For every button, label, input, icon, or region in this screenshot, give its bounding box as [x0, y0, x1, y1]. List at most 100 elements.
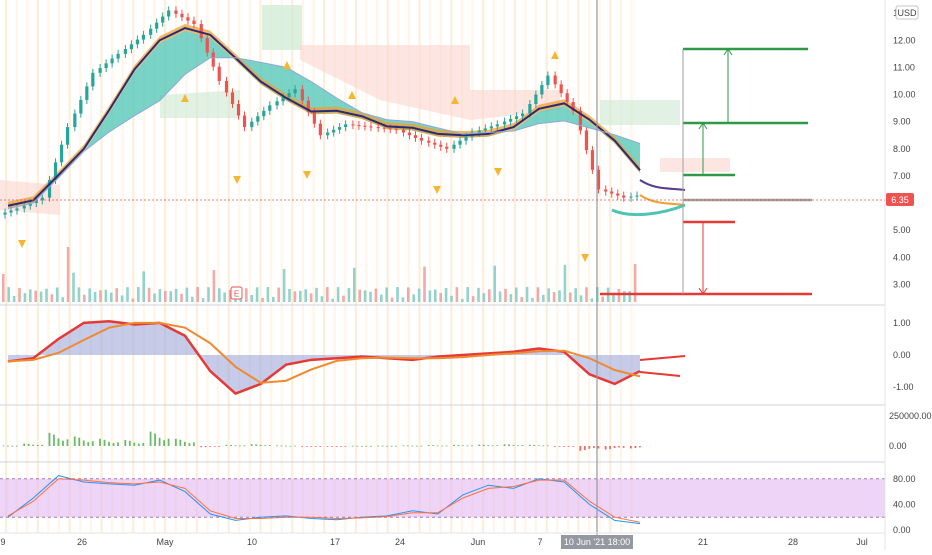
macd-pane[interactable]	[7, 319, 686, 396]
forecast-line	[611, 203, 686, 216]
histogram-bar	[462, 445, 464, 447]
session-stripe	[68, 0, 71, 533]
candle-body	[199, 23, 203, 39]
histogram-bar	[597, 446, 600, 449]
session-stripe	[323, 0, 326, 533]
session-stripe	[206, 0, 209, 533]
candle-body	[174, 10, 178, 14]
histogram-bar	[340, 446, 342, 447]
volume-bar	[180, 293, 183, 302]
histogram-bar	[192, 442, 195, 446]
candle-body	[104, 63, 108, 69]
time-tick-label: 10	[247, 537, 257, 547]
cloud-green	[160, 90, 240, 118]
signal-up-triangle	[451, 96, 459, 104]
histogram-bar	[167, 438, 170, 446]
volume-bar	[385, 287, 388, 302]
earnings-marker[interactable]: E	[234, 290, 239, 299]
stochastic-pane[interactable]	[0, 475, 885, 525]
histogram-bar	[427, 445, 430, 446]
signal-up-triangle	[551, 51, 559, 59]
session-stripe	[471, 0, 474, 533]
currency-badge[interactable]: USD	[897, 8, 917, 18]
volume-bar	[547, 288, 550, 302]
cloud-red	[660, 158, 730, 172]
histogram-pane[interactable]	[2, 431, 641, 451]
currency-badge-bg[interactable]	[895, 5, 919, 20]
candle-body	[413, 135, 418, 138]
candle-body	[224, 80, 229, 93]
histogram-bar	[243, 445, 246, 447]
candle-body	[357, 125, 361, 127]
candle-body	[489, 126, 493, 129]
candle-body	[110, 58, 114, 64]
histogram-bar	[218, 446, 221, 447]
candlesticks[interactable]	[3, 6, 639, 219]
volume-bar	[272, 296, 275, 302]
volume-bar	[380, 294, 383, 302]
histogram-bar	[533, 444, 536, 446]
price-axis[interactable]: 13.0012.0011.0010.009.008.007.006.005.00…	[889, 8, 932, 535]
candle-body	[300, 89, 304, 101]
volume-bar	[461, 298, 464, 302]
volume-bar	[374, 288, 378, 302]
histogram-bar	[558, 446, 561, 447]
candle-body	[116, 53, 120, 59]
volume-bar	[417, 288, 421, 302]
session-stripe	[588, 0, 591, 533]
target-arrowhead	[723, 48, 733, 56]
volume-bar	[72, 272, 75, 302]
candle-body	[141, 34, 145, 40]
volume-bar	[61, 297, 64, 302]
time-axis[interactable]: 9 26 May 10 17 24 Jun 7 21 28 Jul	[0, 537, 867, 547]
time-tick-label: 28	[788, 537, 798, 547]
histogram-bar	[528, 444, 531, 446]
volume-bar	[342, 295, 345, 302]
histogram-bar	[213, 446, 216, 447]
volume-bar	[428, 290, 432, 302]
session-stripe	[195, 0, 198, 533]
session-stripe	[577, 0, 580, 533]
candle-body	[262, 110, 266, 117]
histogram-bar	[149, 431, 152, 446]
volume-bar	[174, 288, 178, 302]
candle-body	[256, 116, 260, 122]
histogram-bar	[57, 438, 60, 446]
candle-body	[571, 101, 575, 111]
volume-bar	[126, 287, 129, 302]
candle-body	[604, 189, 608, 192]
price-tick-label: 4.00	[893, 252, 911, 262]
candle-body	[65, 127, 70, 145]
session-stripe	[619, 0, 622, 533]
signal-up-triangle	[283, 61, 291, 69]
volume-bar	[12, 295, 16, 302]
earnings-marker-bg[interactable]	[230, 286, 243, 300]
session-stripe	[153, 0, 156, 533]
candle-body	[192, 20, 196, 24]
cloud-green	[600, 100, 680, 125]
volume-bar	[482, 293, 486, 302]
volume-bar	[50, 294, 54, 302]
candle-body	[452, 144, 456, 149]
volume-bar	[531, 297, 534, 302]
histogram-bar	[91, 441, 94, 446]
volume-bar	[347, 288, 351, 302]
volume-bar	[353, 267, 356, 302]
volume-bar	[579, 295, 583, 302]
signal-up-triangle	[181, 94, 189, 102]
volume-bar	[277, 287, 280, 302]
volume-bar	[104, 289, 108, 302]
candle-body	[268, 105, 272, 111]
histogram-bar	[609, 446, 612, 450]
volume-bar	[207, 287, 210, 302]
candle-body	[15, 208, 19, 211]
volume-bar	[439, 292, 442, 302]
volume-bar	[282, 268, 286, 302]
volume-bar	[585, 287, 588, 302]
candle-body	[306, 100, 310, 113]
session-stripes	[5, 0, 633, 533]
volume-bar	[304, 289, 307, 302]
candle-body	[565, 93, 569, 102]
